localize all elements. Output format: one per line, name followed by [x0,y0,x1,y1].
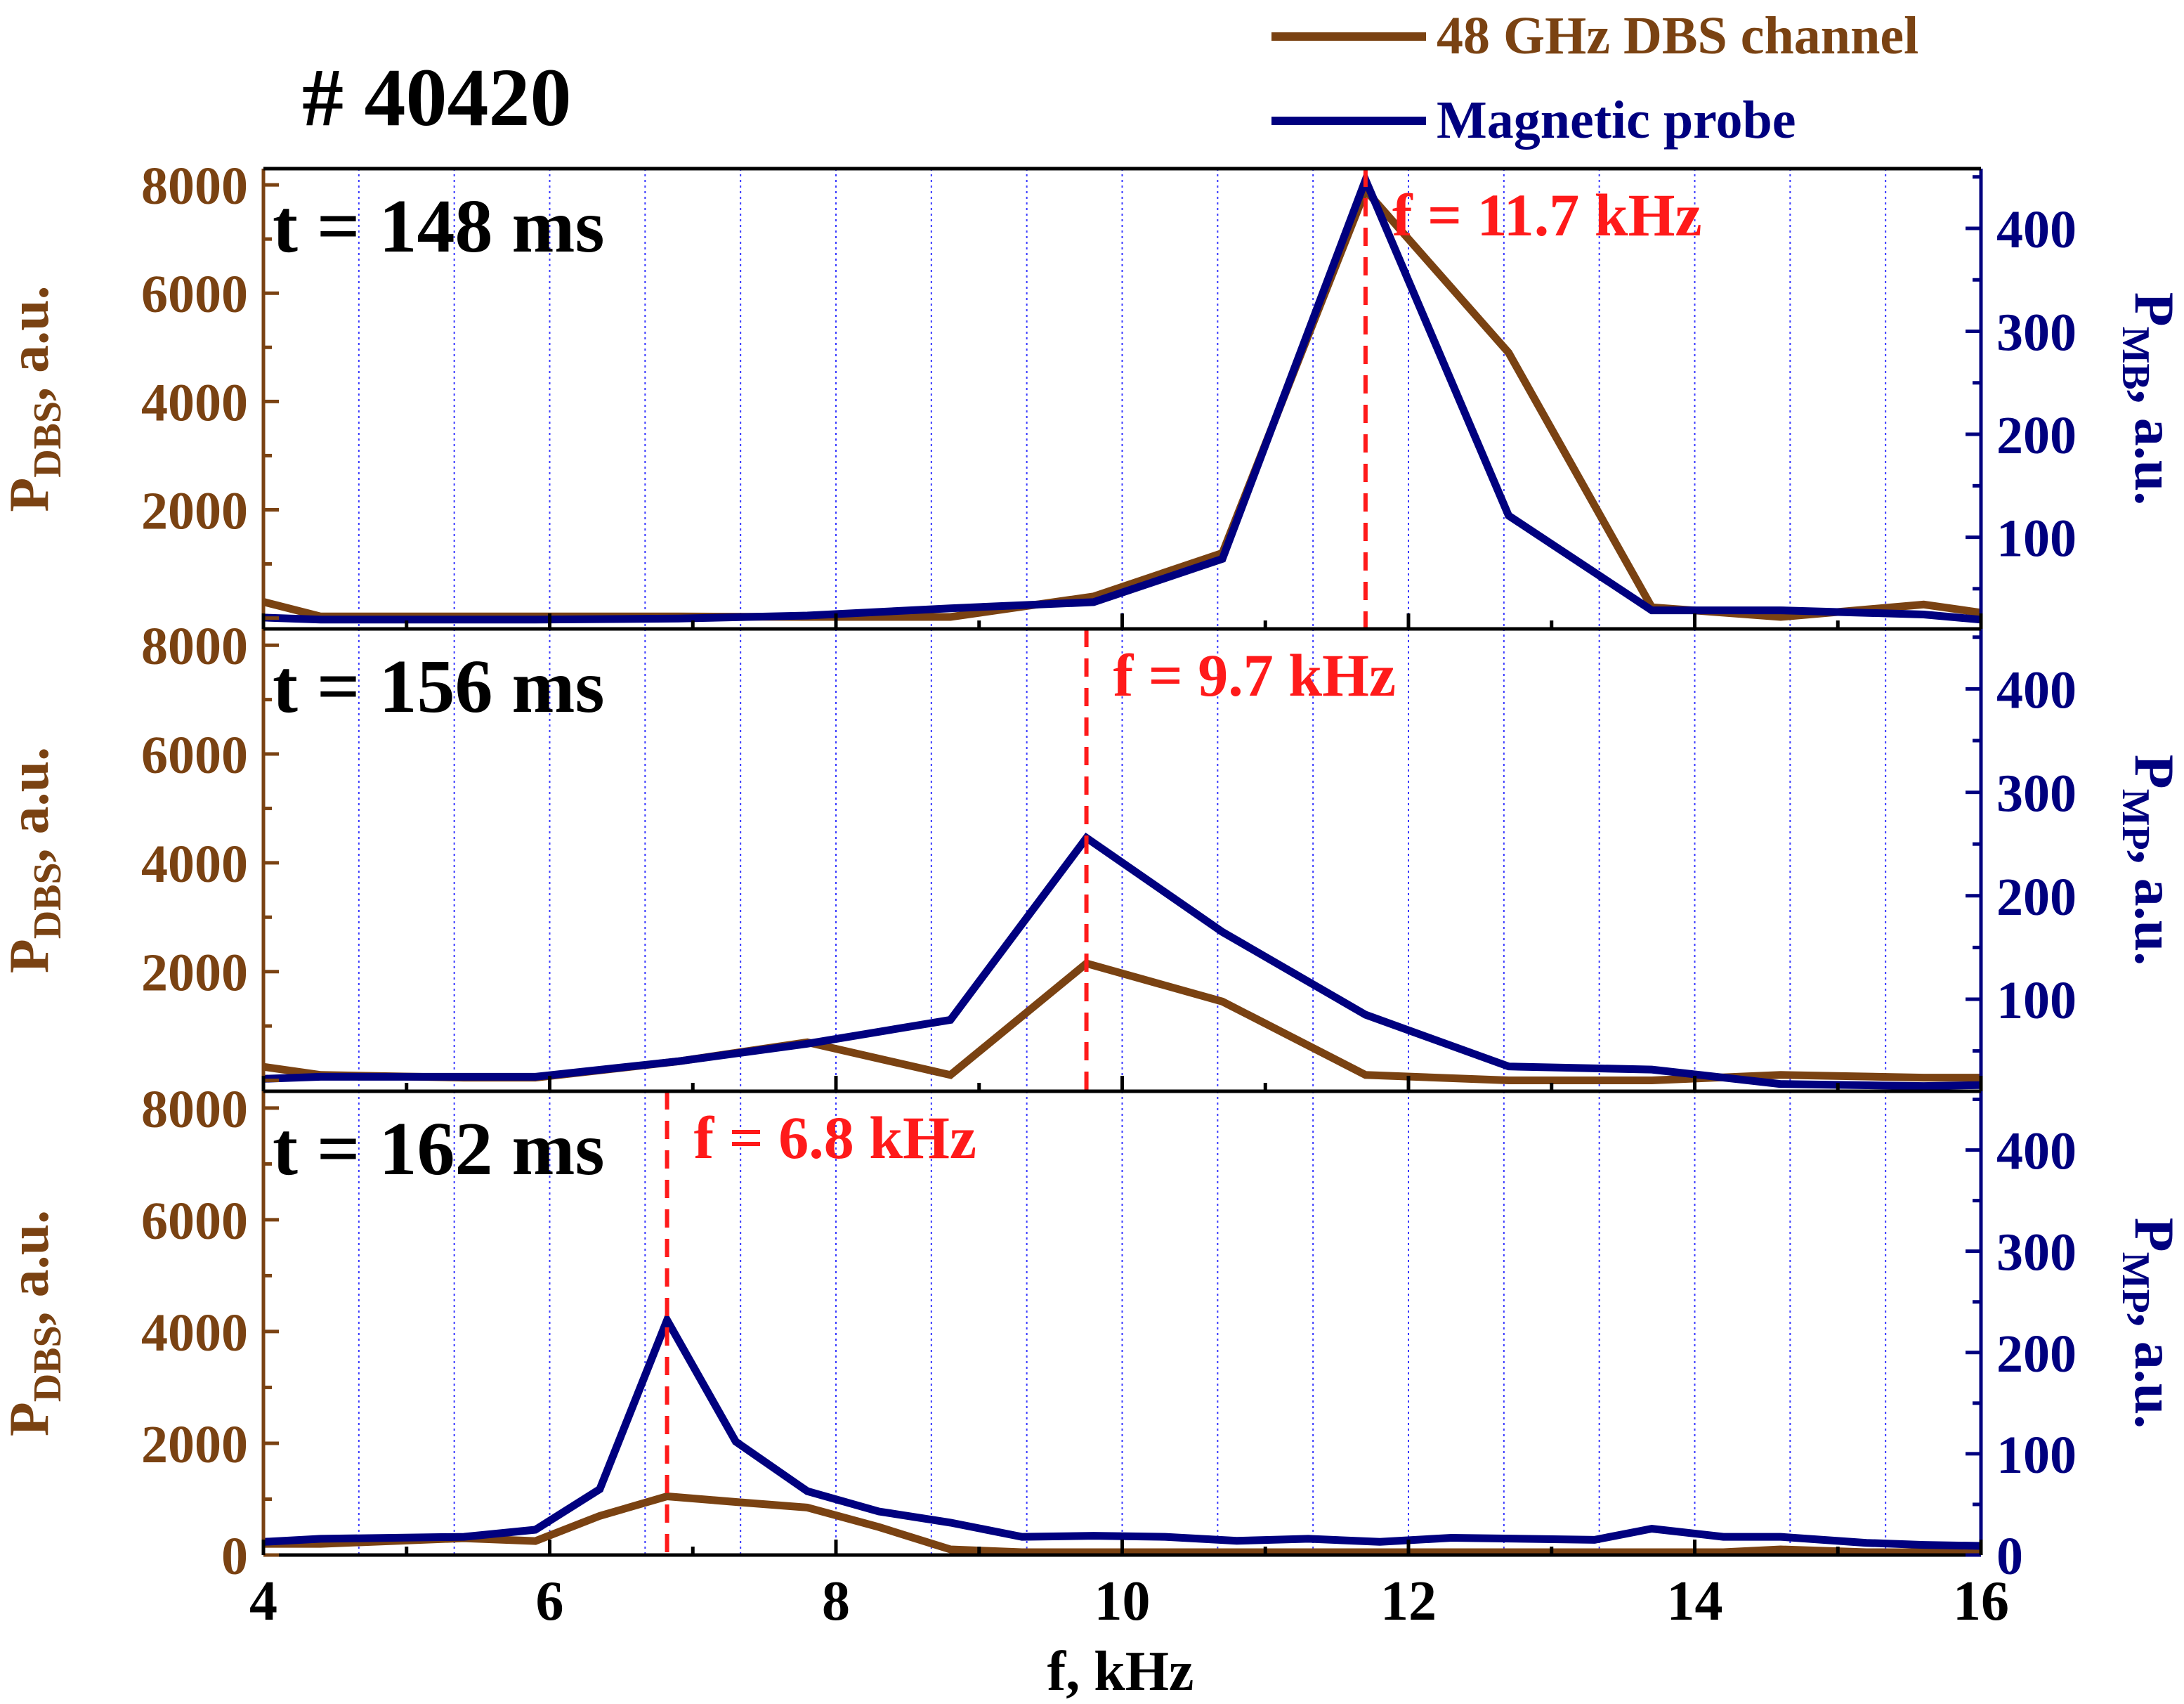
right-axis-label-suffix: , a.u. [2123,850,2184,966]
panel-2: f = 9.7 kHz t = 156 ms 2000 4000 6000 8000 100… [0,617,2184,1093]
right-tick-label: 100 [1996,971,2077,1030]
right-axis-label-base: P [2123,1218,2184,1252]
left-tick-label: 2000 [141,1415,248,1474]
left-axis-label-suffix: , a.u. [0,1210,60,1326]
right-axis-label: PMP, a.u. [2114,755,2184,965]
right-axis-label-sub: MP [2114,1252,2157,1313]
x-tick-label: 10 [1094,1570,1151,1632]
panel-1: f = 11.7 kHz t = 148 ms 2000 4000 6000 8000 10… [0,157,2184,631]
x-tick-label: 4 [249,1570,277,1632]
frequency-annotation: f = 6.8 kHz [694,1104,977,1171]
left-tick-label: 2000 [141,481,248,540]
left-tick-label: 4000 [141,373,248,432]
right-tick-label: 200 [1996,868,2077,927]
right-tick-label: 200 [1996,1325,2077,1384]
right-axis-label-suffix: , a.u. [2123,390,2184,506]
legend-label-dbs: 48 GHz DBS channel [1437,6,1918,65]
series-line-mp [263,1311,1982,1550]
left-axis-label: PDBS, a.u. [0,1210,70,1436]
panel-time-label: t = 148 ms [273,185,605,268]
frequency-annotation: f = 9.7 kHz [1113,642,1397,709]
left-axis-label: PDBS, a.u. [0,285,70,512]
left-axis-label-sub: DBS [26,1325,70,1402]
left-axis-label-sub: DBS [26,862,70,939]
x-tick-label: 14 [1667,1570,1723,1632]
right-tick-label: 400 [1996,1122,2077,1181]
left-axis-label-base: P [0,478,60,512]
legend: 48 GHz DBS channel Magnetic probe [1271,6,1918,150]
frequency-annotation: f = 11.7 kHz [1392,181,1702,249]
panel-3: f = 6.8 kHz t = 162 ms 0 2000 4000 6000 8000 0 1… [0,1080,2184,1586]
left-axis-label: PDBS, a.u. [0,747,70,973]
left-axis-label-suffix: , a.u. [0,747,60,863]
left-tick-label: 6000 [141,726,248,785]
x-axis-label: f, kHz [1047,1641,1194,1703]
left-axis-label-base: P [0,1402,60,1436]
right-tick-label: 200 [1996,406,2077,465]
left-tick-label: 8000 [141,1080,248,1139]
x-tick-label: 12 [1380,1570,1437,1632]
shot-label: # 40420 [302,51,572,143]
left-tick-label: 8000 [141,617,248,676]
right-axis-label: PMP, a.u. [2114,1218,2184,1429]
right-axis-label-sub: MB [2114,327,2157,390]
right-axis-label-sub: MP [2114,789,2157,850]
right-tick-label: 100 [1996,1426,2077,1485]
panel-time-label: t = 162 ms [273,1107,605,1191]
left-tick-label: 6000 [141,1192,248,1251]
x-tick-label: 8 [822,1570,850,1632]
right-tick-label: 300 [1996,765,2077,824]
right-tick-label: 0 [1996,1527,2023,1586]
x-tick-label: 16 [1953,1570,2009,1632]
panel-time-label: t = 156 ms [273,645,605,729]
left-tick-label: 4000 [141,835,248,894]
right-tick-label: 400 [1996,200,2077,259]
left-tick-label: 4000 [141,1303,248,1362]
left-tick-label: 2000 [141,944,248,1003]
grid-lines [358,1091,1887,1555]
series-line-mp [263,169,1982,624]
x-tick-label: 6 [536,1570,564,1632]
left-tick-label: 8000 [141,157,248,216]
right-tick-label: 400 [1996,661,2077,720]
right-axis-label-base: P [2123,755,2184,789]
right-axis-label-suffix: , a.u. [2123,1313,2184,1429]
legend-label-mp: Magnetic probe [1437,91,1796,150]
right-tick-label: 100 [1996,509,2077,568]
right-axis-label: PMB, a.u. [2114,292,2184,506]
series-line-dbs [263,1492,1981,1556]
left-tick-label: 6000 [141,265,248,324]
left-axis-label-base: P [0,939,60,973]
right-axis-label-base: P [2123,292,2184,327]
right-tick-label: 300 [1996,304,2077,363]
right-tick-label: 300 [1996,1223,2077,1282]
left-tick-label: 0 [221,1527,248,1586]
left-axis-label-suffix: , a.u. [0,285,60,401]
left-axis-label-sub: DBS [26,401,70,478]
